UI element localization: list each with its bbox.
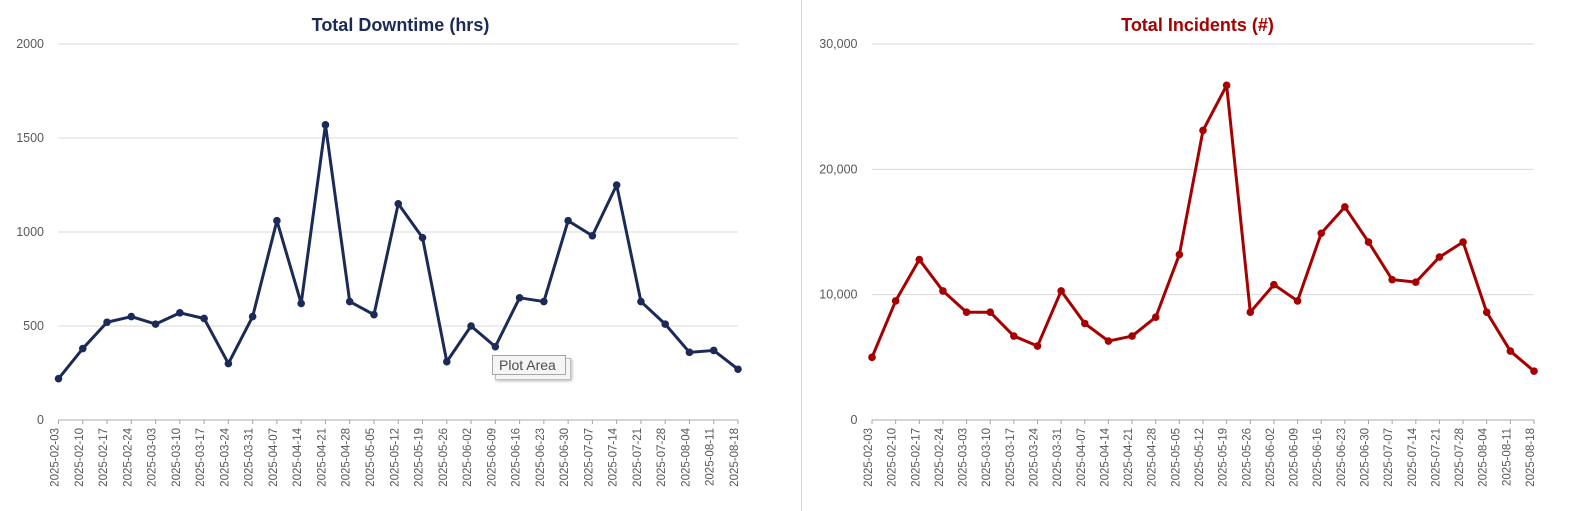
- svg-text:2025-06-16: 2025-06-16: [1312, 428, 1324, 487]
- svg-text:10,000: 10,000: [819, 288, 857, 302]
- svg-text:2025-07-21: 2025-07-21: [632, 428, 644, 487]
- svg-text:2025-06-30: 2025-06-30: [1360, 428, 1372, 487]
- svg-text:2025-08-04: 2025-08-04: [680, 427, 692, 486]
- svg-text:1000: 1000: [16, 225, 44, 239]
- svg-text:2025-07-07: 2025-07-07: [1383, 428, 1395, 487]
- svg-text:2025-05-26: 2025-05-26: [1241, 428, 1253, 487]
- svg-text:2025-06-09: 2025-06-09: [486, 428, 498, 487]
- svg-text:2000: 2000: [16, 37, 44, 51]
- svg-text:2025-03-24: 2025-03-24: [1029, 427, 1041, 486]
- svg-text:2025-03-17: 2025-03-17: [195, 428, 207, 487]
- svg-text:2025-05-26: 2025-05-26: [438, 428, 450, 487]
- svg-text:2025-04-14: 2025-04-14: [292, 427, 304, 486]
- svg-text:2025-04-14: 2025-04-14: [1099, 427, 1111, 486]
- svg-text:2025-06-16: 2025-06-16: [511, 428, 523, 487]
- svg-text:2025-05-12: 2025-05-12: [1194, 428, 1206, 487]
- svg-text:2025-04-07: 2025-04-07: [268, 428, 280, 487]
- svg-text:2025-04-21: 2025-04-21: [1123, 428, 1135, 487]
- svg-text:30,000: 30,000: [819, 37, 857, 51]
- svg-text:2025-07-14: 2025-07-14: [1407, 427, 1419, 486]
- svg-text:2025-06-23: 2025-06-23: [1336, 428, 1348, 487]
- svg-text:2025-08-04: 2025-08-04: [1478, 427, 1490, 486]
- svg-text:2025-06-09: 2025-06-09: [1289, 428, 1301, 487]
- svg-text:1500: 1500: [16, 131, 44, 145]
- svg-text:2025-07-28: 2025-07-28: [656, 428, 668, 487]
- svg-text:2025-04-07: 2025-04-07: [1076, 428, 1088, 487]
- svg-text:2025-06-02: 2025-06-02: [1265, 428, 1277, 487]
- svg-text:2025-03-03: 2025-03-03: [958, 428, 970, 487]
- svg-text:2025-04-28: 2025-04-28: [1147, 428, 1159, 487]
- svg-text:2025-07-28: 2025-07-28: [1454, 428, 1466, 487]
- svg-text:2025-06-30: 2025-06-30: [559, 428, 571, 487]
- svg-text:2025-08-18: 2025-08-18: [729, 428, 741, 487]
- svg-text:2025-03-17: 2025-03-17: [1005, 428, 1017, 487]
- svg-text:2025-07-21: 2025-07-21: [1430, 428, 1442, 487]
- svg-text:2025-03-24: 2025-03-24: [219, 427, 231, 486]
- svg-text:2025-05-19: 2025-05-19: [414, 428, 426, 487]
- svg-text:2025-02-24: 2025-02-24: [934, 427, 946, 486]
- svg-text:2025-02-10: 2025-02-10: [887, 428, 899, 487]
- svg-text:0: 0: [851, 413, 858, 427]
- svg-text:2025-02-10: 2025-02-10: [74, 428, 86, 487]
- svg-text:2025-06-02: 2025-06-02: [462, 428, 474, 487]
- svg-text:2025-08-11: 2025-08-11: [705, 428, 717, 486]
- svg-text:2025-02-17: 2025-02-17: [98, 428, 110, 487]
- svg-text:2025-06-23: 2025-06-23: [535, 428, 547, 487]
- svg-text:2025-05-12: 2025-05-12: [389, 428, 401, 487]
- svg-text:2025-02-03: 2025-02-03: [863, 428, 875, 487]
- svg-text:2025-04-28: 2025-04-28: [341, 428, 353, 487]
- svg-text:2025-05-05: 2025-05-05: [1170, 428, 1182, 487]
- svg-text:2025-08-11: 2025-08-11: [1501, 428, 1513, 486]
- svg-text:2025-04-21: 2025-04-21: [316, 428, 328, 487]
- svg-text:0: 0: [37, 413, 44, 427]
- svg-text:2025-07-07: 2025-07-07: [583, 428, 595, 487]
- svg-text:2025-02-03: 2025-02-03: [50, 428, 62, 487]
- svg-text:2025-05-05: 2025-05-05: [365, 428, 377, 487]
- svg-text:2025-05-19: 2025-05-19: [1218, 428, 1230, 487]
- svg-text:20,000: 20,000: [819, 162, 857, 176]
- svg-text:2025-03-10: 2025-03-10: [171, 428, 183, 487]
- svg-text:2025-07-14: 2025-07-14: [608, 427, 620, 486]
- svg-text:500: 500: [23, 319, 44, 333]
- svg-text:2025-03-31: 2025-03-31: [244, 428, 256, 487]
- svg-text:2025-03-03: 2025-03-03: [147, 428, 159, 487]
- svg-text:2025-08-18: 2025-08-18: [1525, 428, 1537, 487]
- svg-text:2025-03-10: 2025-03-10: [981, 428, 993, 487]
- svg-text:2025-02-24: 2025-02-24: [122, 427, 134, 486]
- svg-text:2025-03-31: 2025-03-31: [1052, 428, 1064, 487]
- svg-text:2025-02-17: 2025-02-17: [910, 428, 922, 487]
